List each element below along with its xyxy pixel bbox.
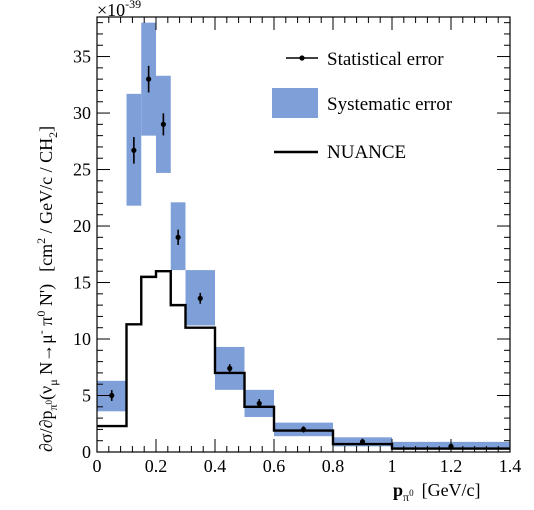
data-point-5	[197, 295, 203, 301]
x-tick-label: 0.8	[322, 456, 345, 476]
y-tick-label: 5	[82, 386, 91, 406]
data-point-8	[300, 426, 307, 433]
y-tick-label: 10	[73, 329, 91, 349]
y-axis-units-mid: / GeV/c / CH	[36, 138, 56, 238]
data-point-1	[131, 147, 137, 153]
y-tick-label: 20	[73, 216, 91, 236]
y-multiplier: ×10-39	[97, 0, 141, 20]
y-axis-units-end: ]	[36, 126, 56, 132]
data-point-2	[146, 76, 152, 82]
y-axis-units-sub: 2	[46, 132, 60, 138]
x-axis-sub: π	[403, 490, 409, 504]
x-axis-symbol: p	[393, 480, 403, 500]
data-point-9	[359, 439, 366, 445]
y-tick-label: 35	[73, 47, 91, 67]
data-point-3	[160, 121, 166, 127]
svg-text:∂σ/∂pπ0(νμ N→μ- π0 N')[cm2 / G: ∂σ/∂pπ0(νμ N→μ- π0 N')[cm2 / GeV/c / CH2…	[34, 126, 60, 452]
x-tick-label: 0.6	[263, 456, 286, 476]
y-axis-reaction: (ν	[36, 386, 57, 400]
data-points	[109, 65, 454, 449]
x-tick-label: 0.2	[145, 456, 168, 476]
legend: Statistical error Systematic error NUANC…	[272, 49, 453, 163]
legend-stat-label: Statistical error	[327, 49, 444, 70]
x-tick-label: 0	[93, 456, 102, 476]
nuance-histogram	[97, 270, 510, 450]
x-axis-label: pπ0 [GeV/c]	[393, 480, 481, 504]
legend-sys-box	[272, 88, 318, 118]
x-tick-label: 0.4	[204, 456, 227, 476]
legend-sys-label: Systematic error	[327, 94, 453, 115]
y-axis-reaction-end: N')	[36, 284, 57, 311]
y-axis-units-sup: 2	[34, 238, 48, 244]
x-axis-units: [GeV/c]	[422, 480, 481, 500]
legend-nuance-label: NUANCE	[327, 142, 406, 163]
y-axis-pi-sup: 0	[34, 311, 48, 317]
data-point-7	[256, 400, 262, 407]
legend-stat-marker	[299, 55, 305, 61]
nuance-step-line	[97, 270, 510, 450]
axes: 0 0.2 0.4 0.6 0.8 1 1.2 1.4 0 5 10 15 20 25 30 35	[73, 16, 522, 476]
systematic-error-boxes	[97, 22, 510, 450]
y-tick-label: 25	[73, 160, 91, 180]
data-point-4	[175, 234, 181, 240]
y-axis-lead-subsup: 0	[44, 399, 54, 404]
y-axis-label: ∂σ/∂pπ0(νμ N→μ- π0 N')[cm2 / GeV/c / CH2…	[34, 126, 60, 452]
y-axis-mu-sup: -	[34, 330, 48, 334]
y-axis-pi: π	[36, 317, 56, 331]
plot-frame	[96, 16, 511, 453]
x-tick-label: 1	[388, 456, 397, 476]
y-tick-label: 15	[73, 273, 91, 293]
y-multiplier-exponent: -39	[125, 0, 141, 11]
y-axis-reaction-rest: N→μ	[36, 334, 56, 379]
y-axis-units-pre: [cm	[36, 244, 56, 272]
x-axis-subsup: 0	[409, 488, 414, 498]
y-tick-label: 30	[73, 103, 91, 123]
x-tick-label: 1.2	[440, 456, 463, 476]
data-point-6	[227, 365, 233, 371]
y-tick-label: 0	[82, 442, 91, 462]
y-axis-reaction-sub: μ	[46, 379, 60, 385]
data-point-0	[109, 392, 115, 399]
y-axis-lead-sub: π	[46, 404, 60, 410]
x-tick-label: 1.4	[499, 456, 522, 476]
y-axis-lead: ∂σ/∂p	[36, 411, 56, 453]
